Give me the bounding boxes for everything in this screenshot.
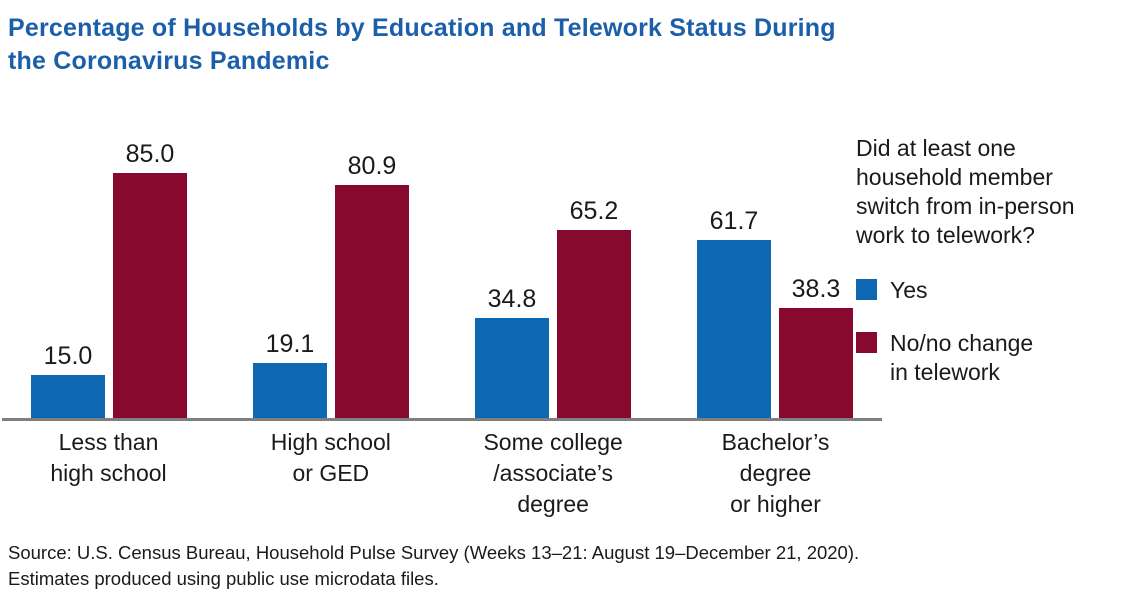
legend-question-line: switch from in-person: [856, 193, 1075, 219]
bar-value-label: 80.9: [347, 152, 397, 180]
category-axis: Less than high school High school or GED Som…: [2, 427, 882, 520]
legend-swatch-yes: [856, 279, 877, 300]
bar-no-no-change-in-telework-high-school-or-ged: [335, 185, 409, 418]
bar-col-yes-some-college-associate-s-degree: 34.8: [475, 285, 549, 418]
bar-yes-bachelor-s-degree-or-higher: [697, 240, 771, 418]
legend-swatch-no-no-change-in-telework: [856, 332, 877, 353]
legend-question-line: household member: [856, 164, 1053, 190]
legend-item-yes: Yes: [856, 276, 1116, 305]
category-label-some-college-associate-s-degree: Some college/associate’s degree: [483, 429, 623, 517]
bar-value-label: 34.8: [487, 285, 537, 313]
legend-label: Yes: [890, 277, 928, 303]
bar-group-some-college-associate-s-degree: 34.8 65.2: [475, 197, 631, 418]
bar-col-no-no-change-in-telework-high-school-or-ged: 80.9: [335, 152, 409, 418]
bar-value-label: 15.0: [43, 342, 93, 370]
bar-value-label: 61.7: [709, 207, 759, 235]
legend-question: Did at least one household member switch f…: [856, 134, 1116, 250]
legend-question-line: work to telework?: [856, 222, 1035, 248]
bar-col-no-no-change-in-telework-bachelor-s-degree-or-higher: 38.3: [779, 275, 853, 418]
legend-items: Yes No/no change in telework: [856, 276, 1116, 387]
bar-no-no-change-in-telework-some-college-associate-s-degree: [557, 230, 631, 418]
bar-group-less-than-high-school: 15.0 85.0: [31, 140, 187, 418]
legend: Did at least one household member switch f…: [856, 134, 1116, 387]
source-note: Source: U.S. Census Bureau, Household Pu…: [8, 540, 859, 592]
bar-no-no-change-in-telework-bachelor-s-degree-or-higher: [779, 308, 853, 418]
chart-title: Percentage of Households by Education an…: [8, 14, 836, 75]
bar-col-yes-bachelor-s-degree-or-higher: 61.7: [697, 207, 771, 418]
bar-value-label: 38.3: [791, 275, 841, 303]
bar-yes-some-college-associate-s-degree: [475, 318, 549, 418]
bar-group-bachelor-s-degree-or-higher: 61.7 38.3: [697, 207, 853, 418]
bar-value-label: 85.0: [125, 140, 175, 168]
bar-col-no-no-change-in-telework-some-college-associate-s-degree: 65.2: [557, 197, 631, 418]
legend-question-line: Did at least one: [856, 135, 1016, 161]
category-label-bachelor-s-degree-or-higher: Bachelor’s degree or higher: [721, 429, 830, 517]
bar-yes-less-than-high-school: [31, 375, 105, 418]
category-label-high-school-or-ged: High school or GED: [270, 429, 391, 486]
bar-value-label: 65.2: [569, 197, 619, 225]
bar-value-label: 19.1: [265, 330, 315, 358]
category-label-less-than-high-school: Less than high school: [50, 429, 167, 486]
bar-yes-high-school-or-ged: [253, 363, 327, 418]
bar-col-no-no-change-in-telework-less-than-high-school: 85.0: [113, 140, 187, 418]
bar-group-high-school-or-ged: 19.1 80.9: [253, 152, 409, 418]
bar-col-yes-high-school-or-ged: 19.1: [253, 330, 327, 418]
bar-no-no-change-in-telework-less-than-high-school: [113, 173, 187, 418]
plot-area: 15.0 85.0 19.1 80.9 34.8 65.2 61.7 38.3: [2, 130, 882, 421]
source-line-1: Source: U.S. Census Bureau, Household Pu…: [8, 542, 860, 563]
legend-label: No/no change in telework: [890, 330, 1034, 385]
source-line-2: Estimates produced using public use micr…: [8, 568, 439, 589]
legend-item-no-no-change-in-telework: No/no change in telework: [856, 329, 1116, 387]
bar-col-yes-less-than-high-school: 15.0: [31, 342, 105, 418]
